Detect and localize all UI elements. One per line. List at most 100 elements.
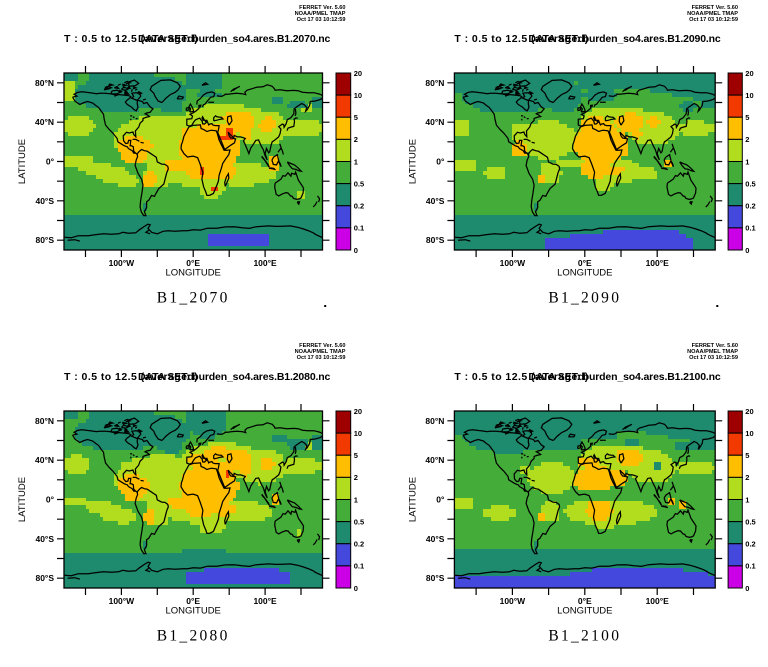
svg-text:0°: 0°: [436, 157, 445, 167]
svg-text:NOAA/PMEL TMAP: NOAA/PMEL TMAP: [687, 349, 738, 355]
svg-text:FERRET Ver. 5.60: FERRET Ver. 5.60: [299, 343, 345, 349]
svg-text:0: 0: [354, 246, 358, 255]
svg-text:NOAA/PMEL TMAP: NOAA/PMEL TMAP: [295, 349, 346, 355]
svg-text:80°S: 80°S: [35, 573, 54, 583]
svg-text:10: 10: [745, 91, 753, 100]
svg-text:0.2: 0.2: [354, 540, 364, 549]
svg-text:20: 20: [745, 407, 753, 416]
svg-text:DATA SET: burden_so4.ares.B1.2: DATA SET: burden_so4.ares.B1.2100.nc: [528, 371, 721, 383]
svg-text:2: 2: [354, 473, 358, 482]
svg-text:B1_2100: B1_2100: [548, 628, 621, 645]
svg-text:0.2: 0.2: [354, 202, 364, 211]
svg-text:0°E: 0°E: [186, 258, 200, 268]
svg-text:20: 20: [354, 69, 362, 78]
svg-text:2: 2: [354, 135, 358, 144]
svg-text:B1_2080: B1_2080: [157, 628, 230, 645]
svg-text:40°N: 40°N: [425, 117, 444, 127]
svg-text:100°E: 100°E: [646, 258, 670, 268]
svg-text:40°N: 40°N: [425, 455, 444, 465]
svg-text:2: 2: [745, 473, 749, 482]
svg-text:0.1: 0.1: [354, 562, 364, 571]
svg-text:0.2: 0.2: [745, 202, 755, 211]
svg-text:5: 5: [354, 113, 358, 122]
svg-text:80°S: 80°S: [426, 573, 445, 583]
svg-text:B1_2090: B1_2090: [548, 290, 621, 307]
svg-text:80°N: 80°N: [35, 78, 54, 88]
svg-text:LATITUDE: LATITUDE: [407, 477, 418, 522]
svg-text:0.5: 0.5: [354, 179, 364, 188]
svg-text:40°S: 40°S: [426, 196, 445, 206]
svg-text:0: 0: [745, 584, 749, 593]
svg-text:LONGITUDE: LONGITUDE: [165, 268, 220, 279]
svg-text:FERRET Ver. 5.60: FERRET Ver. 5.60: [692, 5, 738, 11]
svg-text:B1_2070: B1_2070: [157, 290, 230, 307]
svg-text:DATA SET: burden_so4.ares.B1.2: DATA SET: burden_so4.ares.B1.2070.nc: [138, 33, 331, 45]
svg-text:T : 0.5 to 12.5 (averaged): T : 0.5 to 12.5 (averaged): [64, 371, 198, 383]
svg-text:0°: 0°: [436, 495, 445, 505]
svg-text:100°W: 100°W: [109, 258, 136, 268]
svg-text:LATITUDE: LATITUDE: [17, 139, 28, 184]
svg-text:80°S: 80°S: [426, 235, 445, 245]
svg-text:Oct 17 03 10:12:59: Oct 17 03 10:12:59: [297, 355, 346, 361]
svg-text:100°E: 100°E: [253, 596, 277, 606]
svg-text:0°: 0°: [46, 495, 55, 505]
svg-text:T : 0.5 to 12.5 (averaged): T : 0.5 to 12.5 (averaged): [454, 371, 588, 383]
svg-text:NOAA/PMEL TMAP: NOAA/PMEL TMAP: [295, 11, 346, 17]
svg-text:80°S: 80°S: [35, 235, 54, 245]
svg-text:40°N: 40°N: [35, 117, 54, 127]
svg-text:20: 20: [354, 407, 362, 416]
svg-text:0°E: 0°E: [186, 596, 200, 606]
svg-text:LONGITUDE: LONGITUDE: [557, 606, 612, 617]
svg-text:0.1: 0.1: [354, 224, 364, 233]
svg-text:LONGITUDE: LONGITUDE: [165, 606, 220, 617]
svg-text:0: 0: [745, 246, 749, 255]
svg-text:0.5: 0.5: [745, 179, 755, 188]
svg-text:5: 5: [354, 451, 358, 460]
svg-text:0.1: 0.1: [745, 562, 755, 571]
svg-text:NOAA/PMEL TMAP: NOAA/PMEL TMAP: [687, 11, 738, 17]
svg-text:5: 5: [745, 113, 749, 122]
svg-text:Oct 17 03 10:12:59: Oct 17 03 10:12:59: [689, 17, 738, 23]
svg-text:1: 1: [354, 157, 358, 166]
svg-text:80°N: 80°N: [35, 416, 54, 426]
svg-text:0: 0: [354, 584, 358, 593]
svg-text:1: 1: [745, 157, 749, 166]
svg-text:40°S: 40°S: [35, 534, 54, 544]
svg-text:FERRET Ver. 5.60: FERRET Ver. 5.60: [299, 5, 345, 11]
svg-text:DATA SET: burden_so4.ares.B1.2: DATA SET: burden_so4.ares.B1.2080.nc: [138, 371, 331, 383]
svg-text:FERRET Ver. 5.60: FERRET Ver. 5.60: [692, 343, 738, 349]
svg-text:10: 10: [745, 429, 753, 438]
svg-text:T : 0.5 to 12.5 (averaged): T : 0.5 to 12.5 (averaged): [64, 33, 198, 45]
svg-text:0.2: 0.2: [745, 540, 755, 549]
svg-text:40°S: 40°S: [426, 534, 445, 544]
svg-text:0°E: 0°E: [578, 596, 592, 606]
svg-text:5: 5: [745, 451, 749, 460]
svg-text:0.1: 0.1: [745, 224, 755, 233]
svg-text:LATITUDE: LATITUDE: [17, 477, 28, 522]
svg-text:10: 10: [354, 91, 362, 100]
svg-text:0.5: 0.5: [354, 517, 364, 526]
svg-text:2: 2: [745, 135, 749, 144]
svg-text:80°N: 80°N: [425, 416, 444, 426]
svg-text:100°W: 100°W: [109, 596, 136, 606]
svg-text:80°N: 80°N: [425, 78, 444, 88]
svg-text:40°N: 40°N: [35, 455, 54, 465]
svg-text:T : 0.5 to 12.5 (averaged): T : 0.5 to 12.5 (averaged): [454, 33, 588, 45]
svg-text:100°E: 100°E: [646, 596, 670, 606]
svg-text:DATA SET: burden_so4.ares.B1.2: DATA SET: burden_so4.ares.B1.2090.nc: [528, 33, 721, 45]
svg-text:20: 20: [745, 69, 753, 78]
svg-text:0.5: 0.5: [745, 517, 755, 526]
svg-text:0°: 0°: [46, 157, 55, 167]
svg-text:Oct 17 03 10:12:59: Oct 17 03 10:12:59: [689, 355, 738, 361]
svg-text:100°W: 100°W: [500, 596, 527, 606]
svg-text:1: 1: [745, 495, 749, 504]
svg-text:100°E: 100°E: [253, 258, 277, 268]
svg-text:LONGITUDE: LONGITUDE: [557, 268, 612, 279]
svg-text:1: 1: [354, 495, 358, 504]
svg-text:40°S: 40°S: [35, 196, 54, 206]
svg-text:100°W: 100°W: [500, 258, 527, 268]
svg-text:Oct 17 03 10:12:59: Oct 17 03 10:12:59: [297, 17, 346, 23]
svg-text:10: 10: [354, 429, 362, 438]
svg-text:0°E: 0°E: [578, 258, 592, 268]
svg-text:LATITUDE: LATITUDE: [407, 139, 418, 184]
